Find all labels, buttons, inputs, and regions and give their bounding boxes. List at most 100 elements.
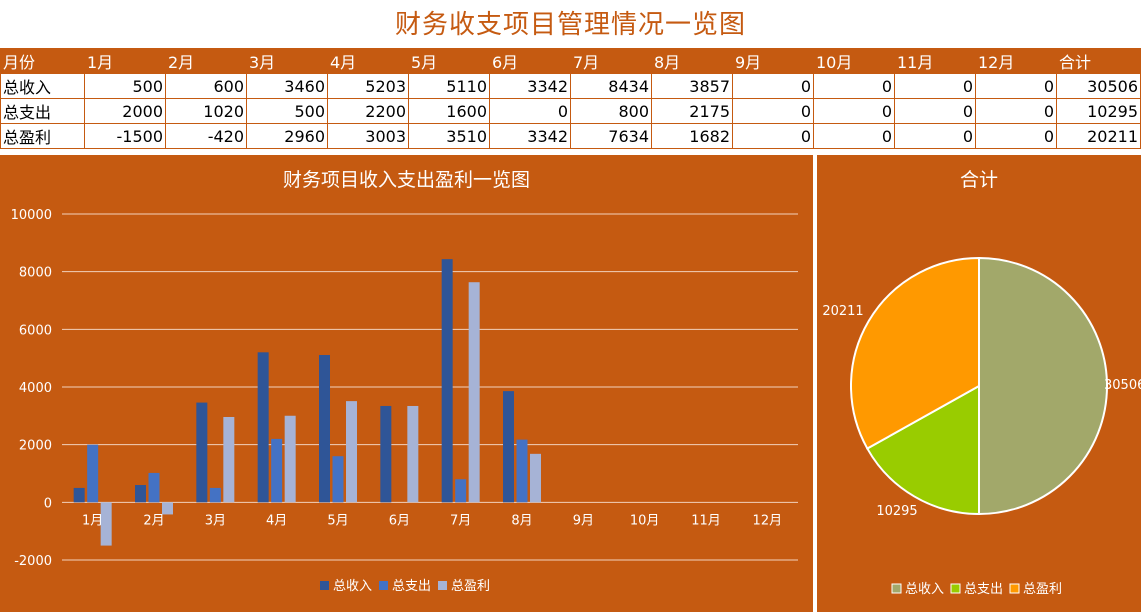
x-tick-label: 8月 [511,513,532,528]
x-tick-label: 7月 [450,513,471,528]
bar [196,402,208,503]
pie-chart: 合计 30506 10295 20211 总收入 总支出 总盈利 [822,169,1141,597]
x-tick-label: 4月 [266,513,287,528]
table-header-cell[interactable]: 合计 [1056,48,1141,74]
legend-label: 总盈利 [451,579,490,594]
bar [441,259,453,503]
table-header-cell[interactable]: 2月 [165,48,247,74]
bar [284,415,296,503]
table-cell[interactable]: 20211 [1056,123,1141,149]
table-cell[interactable]: 0 [732,73,814,99]
chart-title: 合计 [960,169,998,191]
y-tick-label: 8000 [19,266,52,281]
table-cell[interactable]: 3460 [246,73,328,99]
table-cell[interactable]: 7634 [570,123,652,149]
table-cell[interactable]: 2200 [327,98,409,124]
table-header-cell[interactable]: 10月 [813,48,895,74]
table-header-cell[interactable]: 5月 [408,48,490,74]
table-cell[interactable]: 2175 [651,98,733,124]
table-cell[interactable]: 0 [813,73,895,99]
bar-chart: 财务项目收入支出盈利一览图 -2000 0 2000 4000 6000 8000 10000… [11,169,798,594]
table-cell[interactable]: 0 [975,123,1057,149]
table-cell[interactable]: 600 [165,73,247,99]
chart-title: 财务项目收入支出盈利一览图 [283,169,530,191]
table-cell[interactable]: 0 [975,73,1057,99]
legend-swatch [320,581,329,590]
table-cell[interactable]: 1682 [651,123,733,149]
table-cell[interactable]: 0 [894,73,976,99]
table-cell[interactable]: 0 [732,98,814,124]
x-tick-label: 10月 [630,513,660,528]
x-tick-label: 9月 [573,513,594,528]
legend-swatch [1009,583,1020,594]
bar [135,485,146,503]
table-cell[interactable]: 5110 [408,73,490,99]
table-cell[interactable]: 0 [975,98,1057,124]
y-tick-label: 0 [44,496,52,511]
table-header-cell[interactable]: 8月 [651,48,733,74]
y-tick-label: 2000 [19,439,52,454]
table-cell[interactable]: 0 [732,123,814,149]
bar [468,282,480,503]
bar [332,456,344,503]
table-header-cell[interactable]: 12月 [975,48,1057,74]
row-label-cell[interactable]: 总支出 [0,98,85,124]
table-header-cell[interactable]: 1月 [84,48,166,74]
x-tick-label: 5月 [327,513,348,528]
table-cell[interactable]: 3003 [327,123,409,149]
table-header-cell[interactable]: 3月 [246,48,328,74]
legend-label: 总盈利 [1023,582,1062,597]
pie-slice [978,256,1108,516]
x-tick-label: 11月 [691,513,721,528]
table-cell[interactable]: 0 [813,123,895,149]
table-cell[interactable]: 10295 [1056,98,1141,124]
x-tick-label: 1月 [82,513,103,528]
legend-label: 总支出 [392,579,431,594]
table-cell[interactable]: 500 [246,98,328,124]
table-cell[interactable]: 2000 [84,98,166,124]
table-header-cell[interactable]: 9月 [732,48,814,74]
table-header-cell[interactable]: 11月 [894,48,976,74]
table-cell[interactable]: -420 [165,123,247,149]
bar [100,502,112,546]
pie-chart-panel: 合计 30506 10295 20211 总收入 总支出 总盈利 [817,155,1141,612]
table-cell[interactable]: 0 [894,98,976,124]
table-cell[interactable]: -1500 [84,123,166,149]
table-cell[interactable]: 3857 [651,73,733,99]
bar-chart-panel: 财务项目收入支出盈利一览图 -2000 0 2000 4000 6000 8000 10000… [0,155,813,612]
table-row: 总盈利 -1500 -420 2960 3003 3510 3342 7634 1682 0 0 0 0… [0,123,1141,149]
pie-slice [850,256,980,450]
row-label-cell[interactable]: 总收入 [0,73,85,99]
table-header-cell[interactable]: 月份 [0,48,85,74]
bar [87,444,99,503]
table-header-cell[interactable]: 4月 [327,48,409,74]
y-tick-label: 10000 [11,208,52,223]
table-cell[interactable]: 3342 [489,73,571,99]
table-cell[interactable]: 2960 [246,123,328,149]
table-cell[interactable]: 3510 [408,123,490,149]
table-header-cell[interactable]: 7月 [570,48,652,74]
table-cell[interactable]: 0 [489,98,571,124]
table-cell[interactable]: 1020 [165,98,247,124]
table-cell[interactable]: 3342 [489,123,571,149]
row-label-cell[interactable]: 总盈利 [0,123,85,149]
legend-swatch [379,581,388,590]
table-cell[interactable]: 800 [570,98,652,124]
y-tick-label: 6000 [19,323,52,338]
bar [148,472,160,503]
table-header-cell[interactable]: 6月 [489,48,571,74]
bar [455,479,467,503]
table-cell[interactable]: 5203 [327,73,409,99]
table-header-row: 月份 1月 2月 3月 4月 5月 6月 7月 8月 9月 10月 11月 12月 合计 [0,48,1141,74]
bar [346,401,357,503]
table-cell[interactable]: 8434 [570,73,652,99]
bar [407,405,419,503]
table-cell[interactable]: 0 [813,98,895,124]
table-cell[interactable]: 30506 [1056,73,1141,99]
table-cell[interactable]: 1600 [408,98,490,124]
table-cell[interactable]: 500 [84,73,166,99]
bar [162,502,173,515]
x-tick-label: 6月 [389,513,410,528]
bar [530,453,541,503]
table-cell[interactable]: 0 [894,123,976,149]
